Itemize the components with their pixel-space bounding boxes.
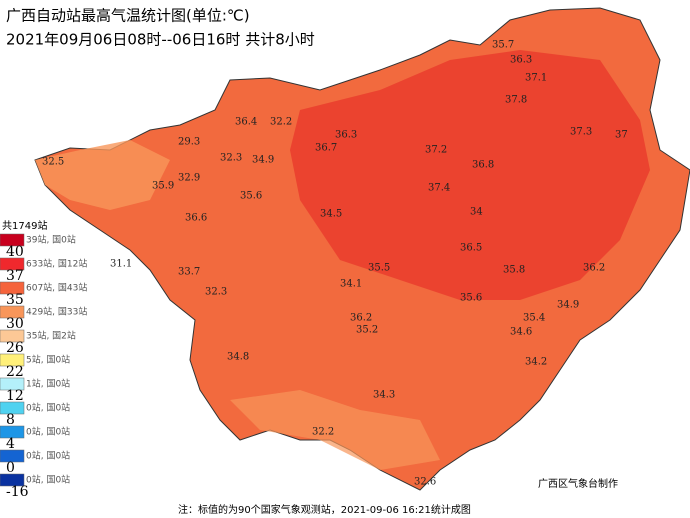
subtitle: 2021年09月06日08时--06日16时 共计8小时	[6, 31, 315, 49]
station-value: 36.3	[335, 130, 357, 141]
station-value: 31.1	[110, 259, 132, 270]
legend-swatch	[0, 281, 25, 295]
legend-swatch	[0, 425, 25, 439]
legend-count: 0站, 国0站	[26, 402, 70, 414]
station-value: 36.8	[472, 160, 494, 171]
station-value: 32.2	[270, 117, 292, 128]
legend-threshold: 26	[6, 340, 24, 356]
hot-core	[290, 50, 650, 300]
legend-threshold: 37	[6, 268, 24, 284]
station-value: 34.3	[373, 390, 395, 401]
legend-threshold: 4	[6, 436, 15, 452]
station-value: 32.3	[205, 287, 227, 298]
station-value: 34.9	[557, 300, 579, 311]
legend-threshold: 40	[6, 244, 24, 260]
cool-coast	[230, 390, 440, 470]
legend-swatch	[0, 305, 25, 319]
legend-count: 35站, 国2站	[26, 330, 76, 342]
legend-threshold: 12	[6, 388, 24, 404]
station-value: 32.6	[414, 477, 436, 488]
title: 广西自动站最高气温统计图(单位:℃)	[6, 7, 250, 25]
legend-threshold: 35	[6, 292, 24, 308]
legend-swatch	[0, 449, 25, 463]
station-value: 37.1	[525, 73, 547, 84]
station-value: 35.8	[503, 265, 525, 276]
station-value: 35.7	[492, 40, 514, 51]
legend-threshold: -16	[6, 484, 29, 500]
legend-count: 0站, 国0站	[26, 426, 70, 438]
station-value: 35.6	[460, 293, 482, 304]
cool-west	[35, 140, 170, 210]
legend-swatch	[0, 329, 25, 343]
legend-count: 5站, 国0站	[26, 354, 70, 366]
legend-count: 429站, 国33站	[26, 306, 87, 318]
legend-threshold: 8	[6, 412, 15, 428]
station-value: 34	[470, 207, 483, 218]
station-value: 35.4	[523, 313, 545, 324]
station-value: 32.2	[312, 427, 334, 438]
station-value: 36.5	[460, 243, 482, 254]
station-value: 35.6	[240, 191, 262, 202]
legend-threshold: 30	[6, 316, 24, 332]
station-value: 36.2	[583, 263, 605, 274]
legend-threshold: 0	[6, 460, 15, 476]
station-value: 36.6	[185, 213, 207, 224]
station-value: 34.6	[510, 327, 532, 338]
legend-count: 39站, 国0站	[26, 234, 76, 246]
station-value: 32.5	[42, 157, 64, 168]
station-value: 37.8	[505, 95, 527, 106]
legend-count: 0站, 国0站	[26, 450, 70, 462]
station-value: 37.3	[570, 127, 592, 138]
station-value: 32.9	[178, 173, 200, 184]
station-value: 35.2	[356, 325, 378, 336]
legend-total: 共1749站	[2, 219, 47, 232]
station-value: 34.1	[340, 279, 362, 290]
station-value: 29.3	[178, 137, 200, 148]
station-value: 34.2	[525, 357, 547, 368]
station-value: 33.7	[178, 267, 200, 278]
station-value: 35.5	[368, 263, 390, 274]
station-value: 37.4	[428, 183, 450, 194]
legend-count: 0站, 国0站	[26, 474, 70, 486]
station-value: 35.9	[152, 181, 174, 192]
footer-note: 注：标值的为90个国家气象观测站，2021-09-06 16:21统计成图	[178, 503, 471, 516]
station-value: 34.8	[227, 352, 249, 363]
legend-swatch	[0, 401, 25, 415]
legend-threshold: 22	[6, 364, 24, 380]
station-value: 36.3	[510, 55, 532, 66]
station-value: 36.4	[235, 117, 257, 128]
station-value: 34.5	[320, 209, 342, 220]
legend-swatch	[0, 257, 25, 271]
credit: 广西区气象台制作	[538, 477, 618, 490]
legend-count: 1站, 国0站	[26, 378, 70, 390]
legend-count: 633站, 国12站	[26, 258, 87, 270]
legend-swatch	[0, 377, 25, 391]
station-value: 34.9	[252, 155, 274, 166]
station-value: 36.2	[350, 313, 372, 324]
legend-count: 607站, 国43站	[26, 282, 87, 294]
legend-swatch	[0, 353, 25, 367]
legend-swatch	[0, 233, 25, 247]
station-value: 37.2	[425, 145, 447, 156]
station-value: 37	[615, 130, 628, 141]
station-value: 32.3	[220, 153, 242, 164]
station-value: 36.7	[315, 143, 337, 154]
legend-swatch	[0, 473, 25, 487]
